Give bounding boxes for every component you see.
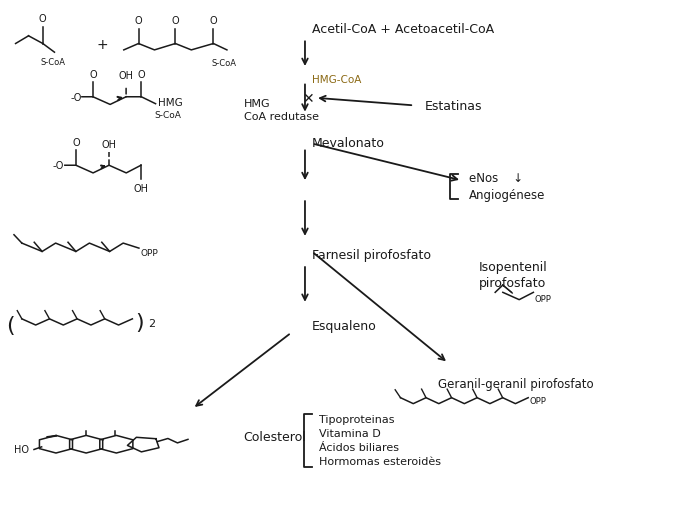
Text: Acetil-CoA + Acetoacetil-CoA: Acetil-CoA + Acetoacetil-CoA xyxy=(312,23,494,36)
Text: OPP: OPP xyxy=(534,294,551,303)
Text: S-CoA: S-CoA xyxy=(155,111,182,120)
Text: S-CoA: S-CoA xyxy=(40,58,66,67)
Text: ✕: ✕ xyxy=(302,92,314,105)
Text: HMG: HMG xyxy=(158,98,183,108)
Text: OH: OH xyxy=(119,71,134,81)
Text: O: O xyxy=(171,16,179,26)
Text: Farnesil pirofosfato: Farnesil pirofosfato xyxy=(312,248,431,261)
Text: -O: -O xyxy=(71,93,82,102)
Text: HMG-CoA: HMG-CoA xyxy=(312,75,361,85)
Text: HO: HO xyxy=(14,445,29,455)
Text: Colesterol: Colesterol xyxy=(244,430,306,443)
Text: O: O xyxy=(89,69,97,79)
Text: OPP: OPP xyxy=(529,396,546,405)
Text: Vitamina D: Vitamina D xyxy=(319,428,380,438)
Text: -O: -O xyxy=(52,161,64,171)
Text: eNos    ↓
Angiogénese: eNos ↓ Angiogénese xyxy=(469,171,545,201)
Text: O: O xyxy=(135,16,142,26)
Text: OPP: OPP xyxy=(140,248,158,257)
Text: O: O xyxy=(39,14,47,24)
Text: Geranil-geranil pirofosfato: Geranil-geranil pirofosfato xyxy=(438,377,594,390)
Text: O: O xyxy=(138,69,145,79)
Text: ): ) xyxy=(135,313,144,332)
Text: OH: OH xyxy=(101,139,116,150)
Text: Ácidos biliares: Ácidos biliares xyxy=(319,442,399,453)
Text: S-CoA: S-CoA xyxy=(212,60,237,68)
Text: HMG
CoA redutase: HMG CoA redutase xyxy=(244,99,319,122)
Text: +: + xyxy=(97,38,108,51)
Text: Tipoproteinas: Tipoproteinas xyxy=(319,414,394,424)
Text: Estatinas: Estatinas xyxy=(425,100,482,112)
Text: O: O xyxy=(72,138,79,148)
Text: OH: OH xyxy=(134,183,149,193)
Text: Isopentenil
pirofosfato: Isopentenil pirofosfato xyxy=(479,260,548,289)
Text: Esqualeno: Esqualeno xyxy=(312,319,377,332)
Text: (: ( xyxy=(6,316,15,335)
Text: Hormomas esteroidès: Hormomas esteroidès xyxy=(319,457,440,467)
Text: O: O xyxy=(210,16,217,26)
Text: Mevalonato: Mevalonato xyxy=(312,136,385,150)
Text: 2: 2 xyxy=(148,318,155,328)
